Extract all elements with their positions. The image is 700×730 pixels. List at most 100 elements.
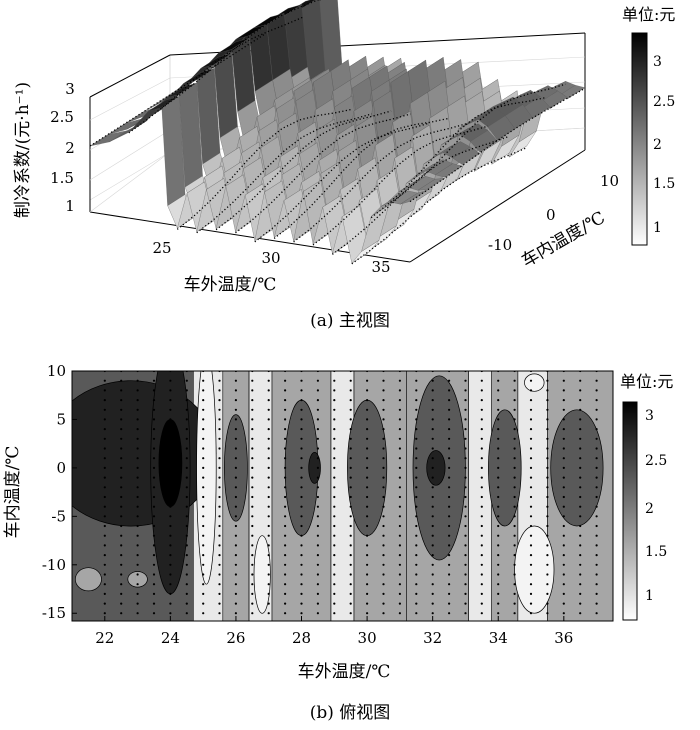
sample-point <box>169 428 172 431</box>
sample-point <box>349 515 352 518</box>
sample-point <box>202 379 205 382</box>
sample-point <box>300 554 303 557</box>
sample-point <box>316 544 319 547</box>
sample-point <box>497 466 500 469</box>
sample-point <box>431 408 434 411</box>
sample-point <box>382 428 385 431</box>
colorbar-unit-label-a: 单位:元 <box>622 5 675 24</box>
sample-point <box>497 524 500 528</box>
sample-point <box>513 505 516 508</box>
sample-point <box>529 408 533 411</box>
sample-point <box>464 505 467 508</box>
sample-point <box>185 554 188 557</box>
contour-y-ticks: 10 5 0 -5 -10 -15 <box>42 362 77 622</box>
sample-point <box>120 389 123 392</box>
sample-point <box>562 602 565 605</box>
sample-point <box>448 466 451 469</box>
sample-point <box>267 495 270 499</box>
sample-point <box>152 457 156 460</box>
sample-point <box>333 505 336 508</box>
sample-point <box>579 447 582 450</box>
sample-point <box>267 399 270 402</box>
sample-point <box>333 573 336 576</box>
sample-point <box>234 428 237 431</box>
sample-point <box>284 544 287 547</box>
sample-point <box>480 428 483 431</box>
sample-point <box>579 486 582 489</box>
sample-point <box>382 486 385 489</box>
sample-point <box>267 515 270 518</box>
sample-point <box>513 602 516 605</box>
sample-point <box>234 486 237 489</box>
sample-point <box>169 399 172 402</box>
contour-region <box>514 525 555 614</box>
sample-point <box>480 524 483 528</box>
sample-point <box>546 612 549 615</box>
sample-point <box>267 573 270 576</box>
sample-point <box>513 573 516 576</box>
sample-point <box>218 486 221 489</box>
sample-point <box>398 408 401 411</box>
sample-point <box>398 457 401 460</box>
sample-point <box>382 515 385 518</box>
sample-point <box>202 418 205 421</box>
sample-point <box>497 544 500 547</box>
sample-point <box>251 505 254 508</box>
sample-point <box>152 602 156 605</box>
sample-point <box>431 583 434 586</box>
sample-point <box>136 408 139 411</box>
sample-point <box>497 399 500 402</box>
sample-point <box>366 447 369 450</box>
sample-point <box>529 505 533 508</box>
sample-point <box>333 457 336 460</box>
sample-point <box>169 389 172 392</box>
sample-point <box>382 602 385 605</box>
sample-point <box>448 428 451 431</box>
sample-point <box>185 408 188 411</box>
sample-point <box>218 466 221 469</box>
cb-a-tick-1-5: 1.5 <box>653 176 675 192</box>
sample-point <box>300 602 303 605</box>
sample-point <box>595 486 598 489</box>
sample-point <box>398 544 401 547</box>
contour-y-tick-label: -15 <box>42 604 66 622</box>
sample-point <box>448 592 451 596</box>
sample-point <box>152 486 156 489</box>
sample-point <box>349 592 352 596</box>
z-tick-1-5: 1.5 <box>50 169 74 187</box>
sample-point <box>415 399 418 402</box>
sample-point <box>366 573 369 576</box>
sample-point <box>251 389 254 392</box>
sample-point <box>103 505 106 508</box>
sample-point <box>152 437 156 440</box>
sample-point <box>398 437 401 440</box>
sample-point <box>529 515 533 518</box>
sample-point <box>448 602 451 605</box>
z-tick-1: 1 <box>65 197 75 215</box>
contour-y-axis-label: 车内温度/℃ <box>3 446 23 539</box>
sample-point <box>480 573 483 576</box>
sample-point <box>152 544 156 547</box>
sample-point <box>366 554 369 557</box>
sample-point <box>218 389 221 392</box>
sample-point <box>448 515 451 518</box>
sample-point <box>251 573 254 576</box>
sample-point <box>431 495 434 499</box>
sample-point <box>333 583 336 586</box>
sample-point <box>595 612 598 615</box>
sample-point <box>497 505 500 508</box>
sample-point <box>234 515 237 518</box>
sample-point <box>218 428 221 431</box>
sample-point <box>366 505 369 508</box>
caption-b: (b) 俯视图 <box>310 703 391 723</box>
sample-point <box>234 505 237 508</box>
sample-point <box>431 466 434 469</box>
sample-point <box>333 544 336 547</box>
sample-point <box>382 466 385 469</box>
sample-point <box>464 447 467 450</box>
sample-point <box>448 437 451 440</box>
sample-point <box>529 544 533 547</box>
sample-point <box>300 418 303 421</box>
sample-point <box>136 495 139 499</box>
